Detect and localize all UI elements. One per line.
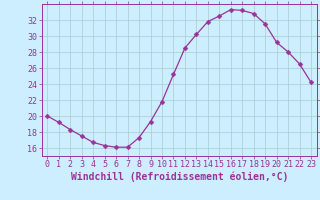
X-axis label: Windchill (Refroidissement éolien,°C): Windchill (Refroidissement éolien,°C) xyxy=(70,172,288,182)
